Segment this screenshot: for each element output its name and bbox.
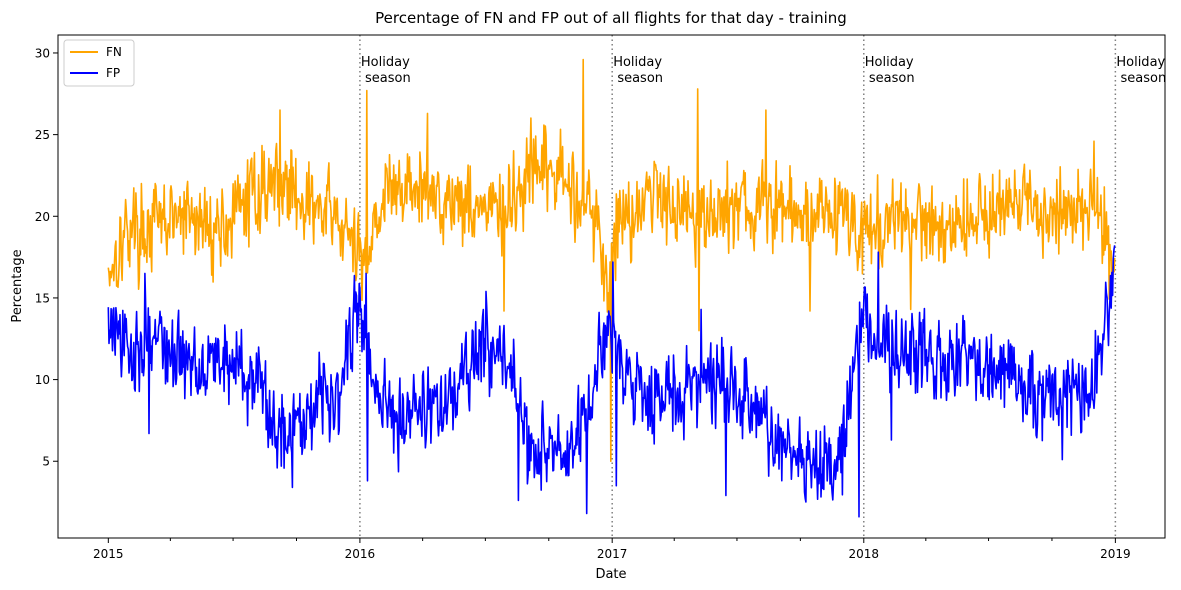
y-tick-label-20: 20 <box>35 210 50 224</box>
x-tick-label-2019: 2019 <box>1100 547 1131 561</box>
y-tick-label-30: 30 <box>35 46 50 60</box>
y-tick-label-25: 25 <box>35 128 50 142</box>
series-layer <box>107 58 1116 518</box>
legend-label-fp: FP <box>106 66 120 80</box>
x-axis: 2015 2016 2017 2018 2019 <box>93 538 1131 561</box>
holiday-label-1: Holiday season <box>613 55 663 86</box>
x-tick-label-2017: 2017 <box>597 547 628 561</box>
series-line-fp <box>107 245 1116 518</box>
y-axis-label: Percentage <box>10 249 25 322</box>
series-line-fn <box>107 58 1116 463</box>
holiday-marker-lines <box>359 35 1117 538</box>
y-tick-label-15: 15 <box>35 291 50 305</box>
y-tick-label-10: 10 <box>35 373 50 387</box>
holiday-label-2: Holiday season <box>865 55 915 86</box>
holiday-label-0: Holiday season <box>361 55 411 86</box>
legend-box <box>63 39 135 87</box>
x-tick-label-2015: 2015 <box>93 547 124 561</box>
legend: FN FP <box>63 39 135 87</box>
legend-label-fn: FN <box>106 45 122 59</box>
y-tick-label-5: 5 <box>42 455 50 469</box>
x-tick-label-2018: 2018 <box>849 547 880 561</box>
plot-area-frame <box>57 34 1166 539</box>
x-tick-label-2016: 2016 <box>345 547 376 561</box>
y-axis: 5 10 15 20 25 30 <box>35 46 58 469</box>
chart-title: Percentage of FN and FP out of all fligh… <box>375 9 847 27</box>
holiday-annotations: Holiday season Holiday season Holiday seas… <box>361 55 1166 86</box>
x-axis-label: Date <box>595 567 626 582</box>
holiday-label-3: Holiday season <box>1116 55 1166 86</box>
